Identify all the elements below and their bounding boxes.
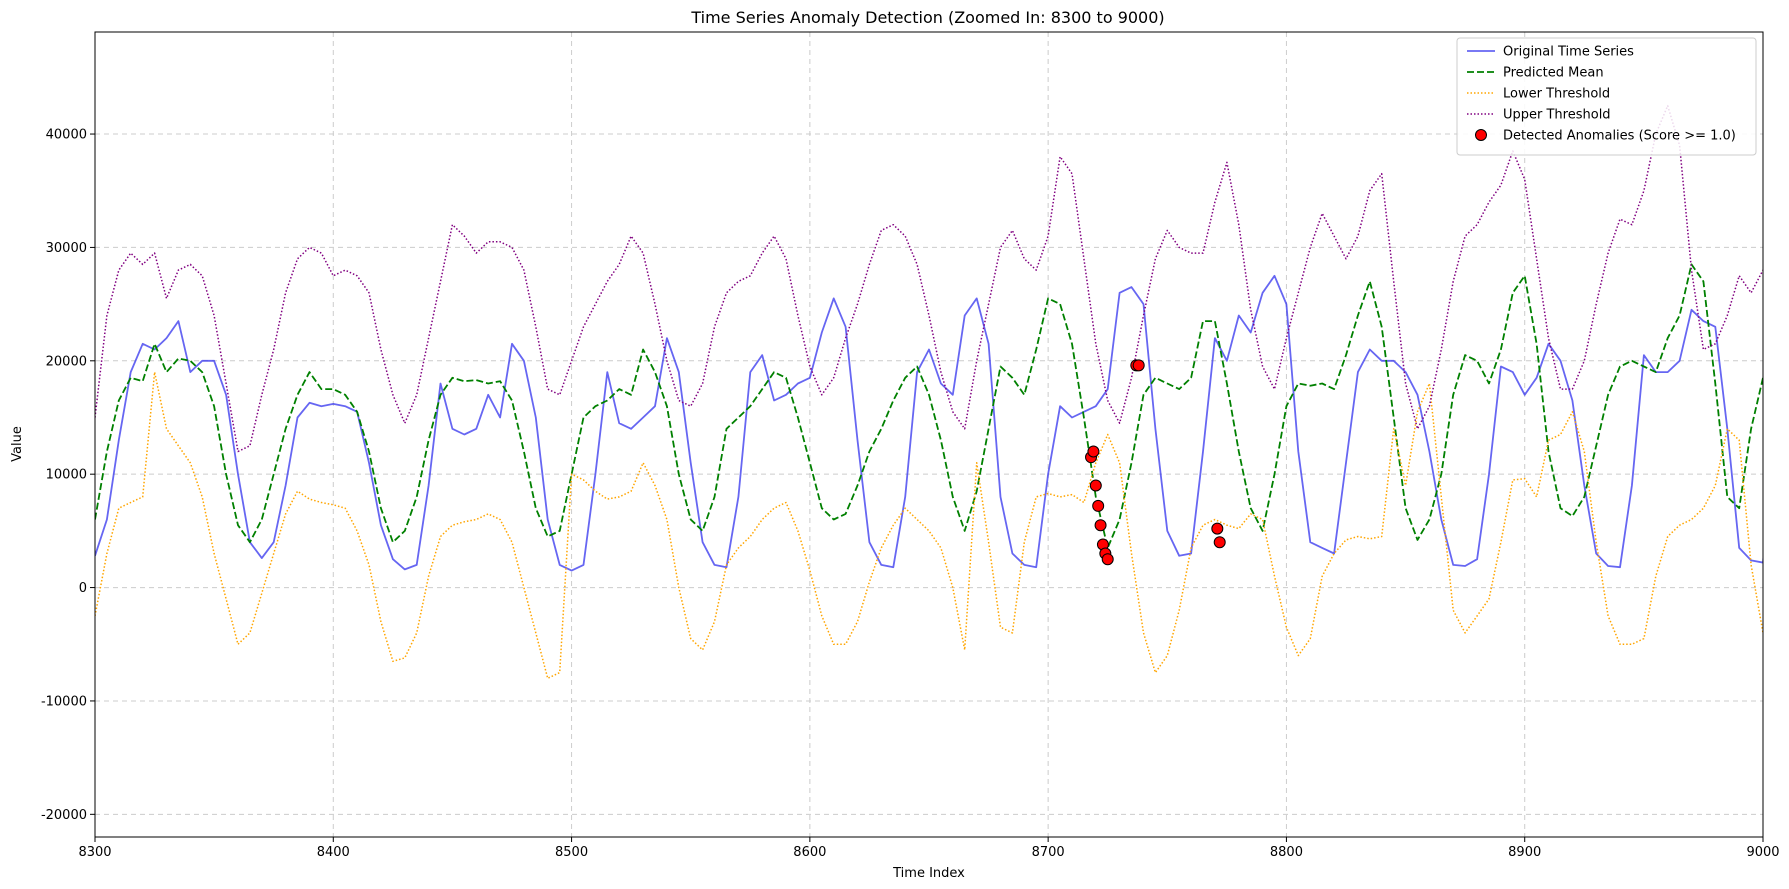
x-tick-label: 8300 bbox=[78, 845, 111, 860]
legend-label-original-time-series: Original Time Series bbox=[1503, 45, 1634, 60]
x-tick-label: 8800 bbox=[1270, 845, 1303, 860]
x-tick-label: 8500 bbox=[555, 845, 588, 860]
series-upper-threshold bbox=[95, 104, 1763, 453]
x-tick-label: 8400 bbox=[317, 845, 350, 860]
y-tick-label: 30000 bbox=[46, 241, 87, 256]
y-tick-label: 40000 bbox=[46, 128, 87, 143]
anomaly-point bbox=[1087, 445, 1100, 458]
legend-label-predicted-mean: Predicted Mean bbox=[1503, 66, 1604, 81]
anomaly-layer bbox=[1085, 359, 1226, 566]
legend-label-lower-threshold: Lower Threshold bbox=[1503, 87, 1610, 102]
series-layer bbox=[95, 104, 1763, 680]
y-tick-label: 20000 bbox=[46, 354, 87, 369]
x-axis: 8300 8400 8500 8600 8700 8800 8900 9000 bbox=[78, 837, 1780, 860]
anomaly-point bbox=[1094, 519, 1107, 532]
y-axis: -20000 -10000 0 10000 20000 30000 40000 bbox=[41, 128, 95, 823]
anomaly-point bbox=[1213, 536, 1226, 549]
legend-label-detected-anomalies-score-1-0: Detected Anomalies (Score >= 1.0) bbox=[1503, 129, 1736, 144]
anomaly-point bbox=[1211, 522, 1224, 535]
series-predicted-mean bbox=[95, 263, 1763, 549]
legend: Original Time Series Predicted Mean Lower … bbox=[1456, 37, 1757, 156]
y-axis-label: Value bbox=[10, 426, 25, 462]
chart-title: Time Series Anomaly Detection (Zoomed In… bbox=[690, 8, 1164, 27]
y-tick-label: -10000 bbox=[41, 694, 87, 709]
x-tick-label: 9000 bbox=[1746, 845, 1779, 860]
anomaly-point bbox=[1089, 479, 1102, 492]
x-tick-label: 8600 bbox=[793, 845, 826, 860]
y-tick-label: 0 bbox=[79, 581, 87, 596]
anomaly-point bbox=[1132, 359, 1145, 372]
anomaly-point bbox=[1101, 553, 1114, 566]
x-tick-label: 8900 bbox=[1508, 845, 1541, 860]
legend-box bbox=[1456, 37, 1757, 156]
y-tick-label: 10000 bbox=[46, 468, 87, 483]
x-axis-label: Time Index bbox=[892, 866, 965, 881]
series-original-time-series bbox=[95, 274, 1763, 572]
legend-label-upper-threshold: Upper Threshold bbox=[1503, 108, 1611, 123]
legend-swatch-detected-anomalies-score-1-0 bbox=[1475, 129, 1487, 141]
axes-frame bbox=[94, 31, 1764, 838]
plot-area bbox=[95, 104, 1763, 680]
x-tick-label: 8700 bbox=[1032, 845, 1065, 860]
anomaly-point bbox=[1092, 499, 1105, 512]
y-tick-label: -20000 bbox=[41, 808, 87, 823]
